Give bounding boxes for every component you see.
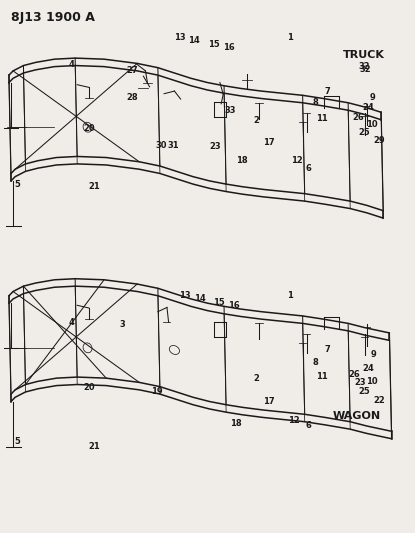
Text: 32: 32	[358, 62, 370, 71]
Text: 24: 24	[362, 102, 374, 111]
Text: 11: 11	[316, 114, 327, 123]
Text: 11: 11	[316, 372, 327, 381]
Text: 26: 26	[353, 113, 364, 122]
Text: 12: 12	[288, 416, 300, 425]
Text: 33: 33	[225, 106, 237, 115]
Text: 4: 4	[68, 60, 74, 69]
Text: 5: 5	[14, 180, 20, 189]
Text: 2: 2	[254, 116, 259, 125]
Text: 10: 10	[366, 377, 378, 386]
Text: 20: 20	[84, 383, 95, 392]
Text: 23: 23	[354, 378, 366, 387]
Text: 26: 26	[349, 370, 360, 379]
Text: 8: 8	[313, 358, 319, 367]
Text: 13: 13	[173, 34, 185, 43]
Text: TRUCK: TRUCK	[343, 50, 385, 60]
Text: 20: 20	[84, 124, 95, 133]
Text: 32: 32	[360, 66, 371, 74]
Text: 18: 18	[230, 419, 242, 428]
Text: 14: 14	[188, 36, 200, 45]
Text: 21: 21	[88, 182, 100, 191]
Text: 21: 21	[88, 442, 100, 451]
Text: 24: 24	[362, 364, 374, 373]
Text: 17: 17	[263, 138, 275, 147]
Text: 27: 27	[127, 67, 138, 75]
Text: 1: 1	[287, 34, 293, 43]
Text: 6: 6	[306, 164, 312, 173]
Text: 17: 17	[263, 397, 275, 406]
Text: 7: 7	[325, 86, 330, 95]
Text: 7: 7	[325, 345, 330, 354]
Text: 9: 9	[371, 350, 377, 359]
Text: 10: 10	[366, 119, 378, 128]
Text: 1: 1	[287, 291, 293, 300]
Text: 2: 2	[254, 374, 259, 383]
Text: 28: 28	[127, 93, 138, 102]
Text: 25: 25	[358, 127, 370, 136]
Text: 23: 23	[209, 142, 221, 151]
Text: 4: 4	[68, 318, 74, 327]
Text: 5: 5	[14, 438, 20, 447]
Text: 25: 25	[358, 387, 370, 397]
Text: 15: 15	[213, 298, 225, 307]
Text: WAGON: WAGON	[333, 411, 381, 422]
Text: 8J13 1900 A: 8J13 1900 A	[11, 11, 95, 25]
Text: 12: 12	[291, 156, 303, 165]
Text: 29: 29	[374, 136, 385, 145]
Text: 15: 15	[208, 40, 220, 49]
Text: 16: 16	[223, 43, 235, 52]
Text: 9: 9	[370, 93, 376, 102]
Text: 8: 8	[313, 98, 319, 107]
Text: 6: 6	[306, 422, 312, 431]
Text: 18: 18	[236, 156, 247, 165]
Text: 3: 3	[120, 320, 126, 329]
Text: 14: 14	[194, 294, 206, 303]
Text: 13: 13	[179, 291, 190, 300]
Text: 19: 19	[151, 387, 163, 397]
Text: 16: 16	[228, 301, 240, 310]
Text: 31: 31	[168, 141, 179, 150]
Text: 22: 22	[373, 396, 385, 405]
Text: 30: 30	[156, 141, 167, 150]
